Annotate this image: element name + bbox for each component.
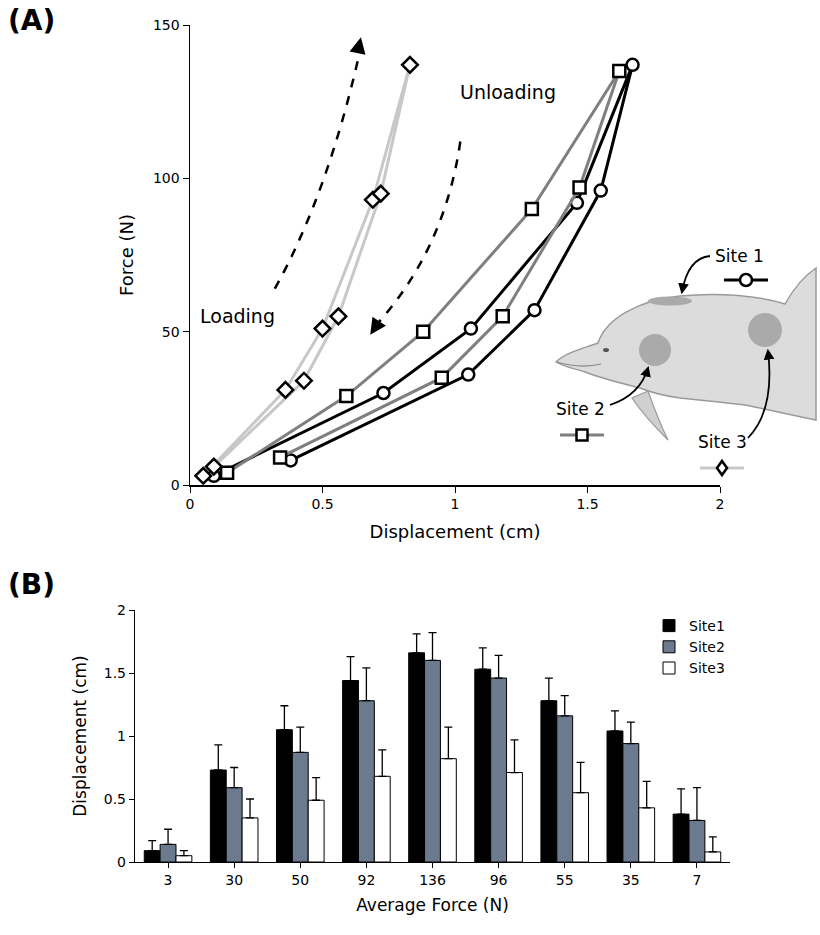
svg-text:0.5: 0.5	[311, 496, 333, 512]
svg-text:50: 50	[291, 872, 309, 888]
svg-text:3: 3	[164, 872, 173, 888]
svg-text:Site1: Site1	[689, 618, 725, 634]
svg-text:1: 1	[117, 728, 126, 744]
svg-text:1: 1	[451, 496, 460, 512]
svg-text:92: 92	[357, 872, 375, 888]
svg-text:55: 55	[556, 872, 574, 888]
svg-text:1.5: 1.5	[576, 496, 598, 512]
svg-text:0: 0	[186, 496, 195, 512]
svg-text:0: 0	[171, 477, 180, 493]
svg-text:Loading: Loading	[200, 305, 275, 327]
svg-text:100: 100	[153, 170, 180, 186]
svg-text:Site 1: Site 1	[715, 246, 764, 266]
html-text:(B): (B)	[8, 568, 55, 601]
svg-text:7: 7	[692, 872, 701, 888]
svg-text:Site 2: Site 2	[556, 399, 605, 419]
svg-text:Average Force (N): Average Force (N)	[356, 895, 509, 915]
svg-text:Site 3: Site 3	[698, 432, 747, 452]
svg-text:50: 50	[162, 324, 180, 340]
svg-text:0.5: 0.5	[104, 791, 126, 807]
svg-text:0: 0	[117, 854, 126, 870]
svg-text:150: 150	[153, 17, 180, 33]
svg-text:Force (N): Force (N)	[116, 214, 137, 296]
svg-text:96: 96	[490, 872, 508, 888]
svg-text:Unloading: Unloading	[460, 81, 556, 103]
svg-text:Displacement (cm): Displacement (cm)	[70, 655, 90, 816]
svg-text:136: 136	[419, 872, 446, 888]
svg-text:2: 2	[716, 496, 725, 512]
svg-text:1.5: 1.5	[104, 665, 126, 681]
svg-text:35: 35	[622, 872, 640, 888]
svg-text:Site3: Site3	[689, 660, 725, 676]
svg-text:Displacement (cm): Displacement (cm)	[370, 521, 541, 542]
svg-text:Site2: Site2	[689, 639, 725, 655]
svg-text:2: 2	[117, 602, 126, 618]
html-text:(A): (A)	[8, 4, 56, 37]
svg-text:30: 30	[225, 872, 243, 888]
